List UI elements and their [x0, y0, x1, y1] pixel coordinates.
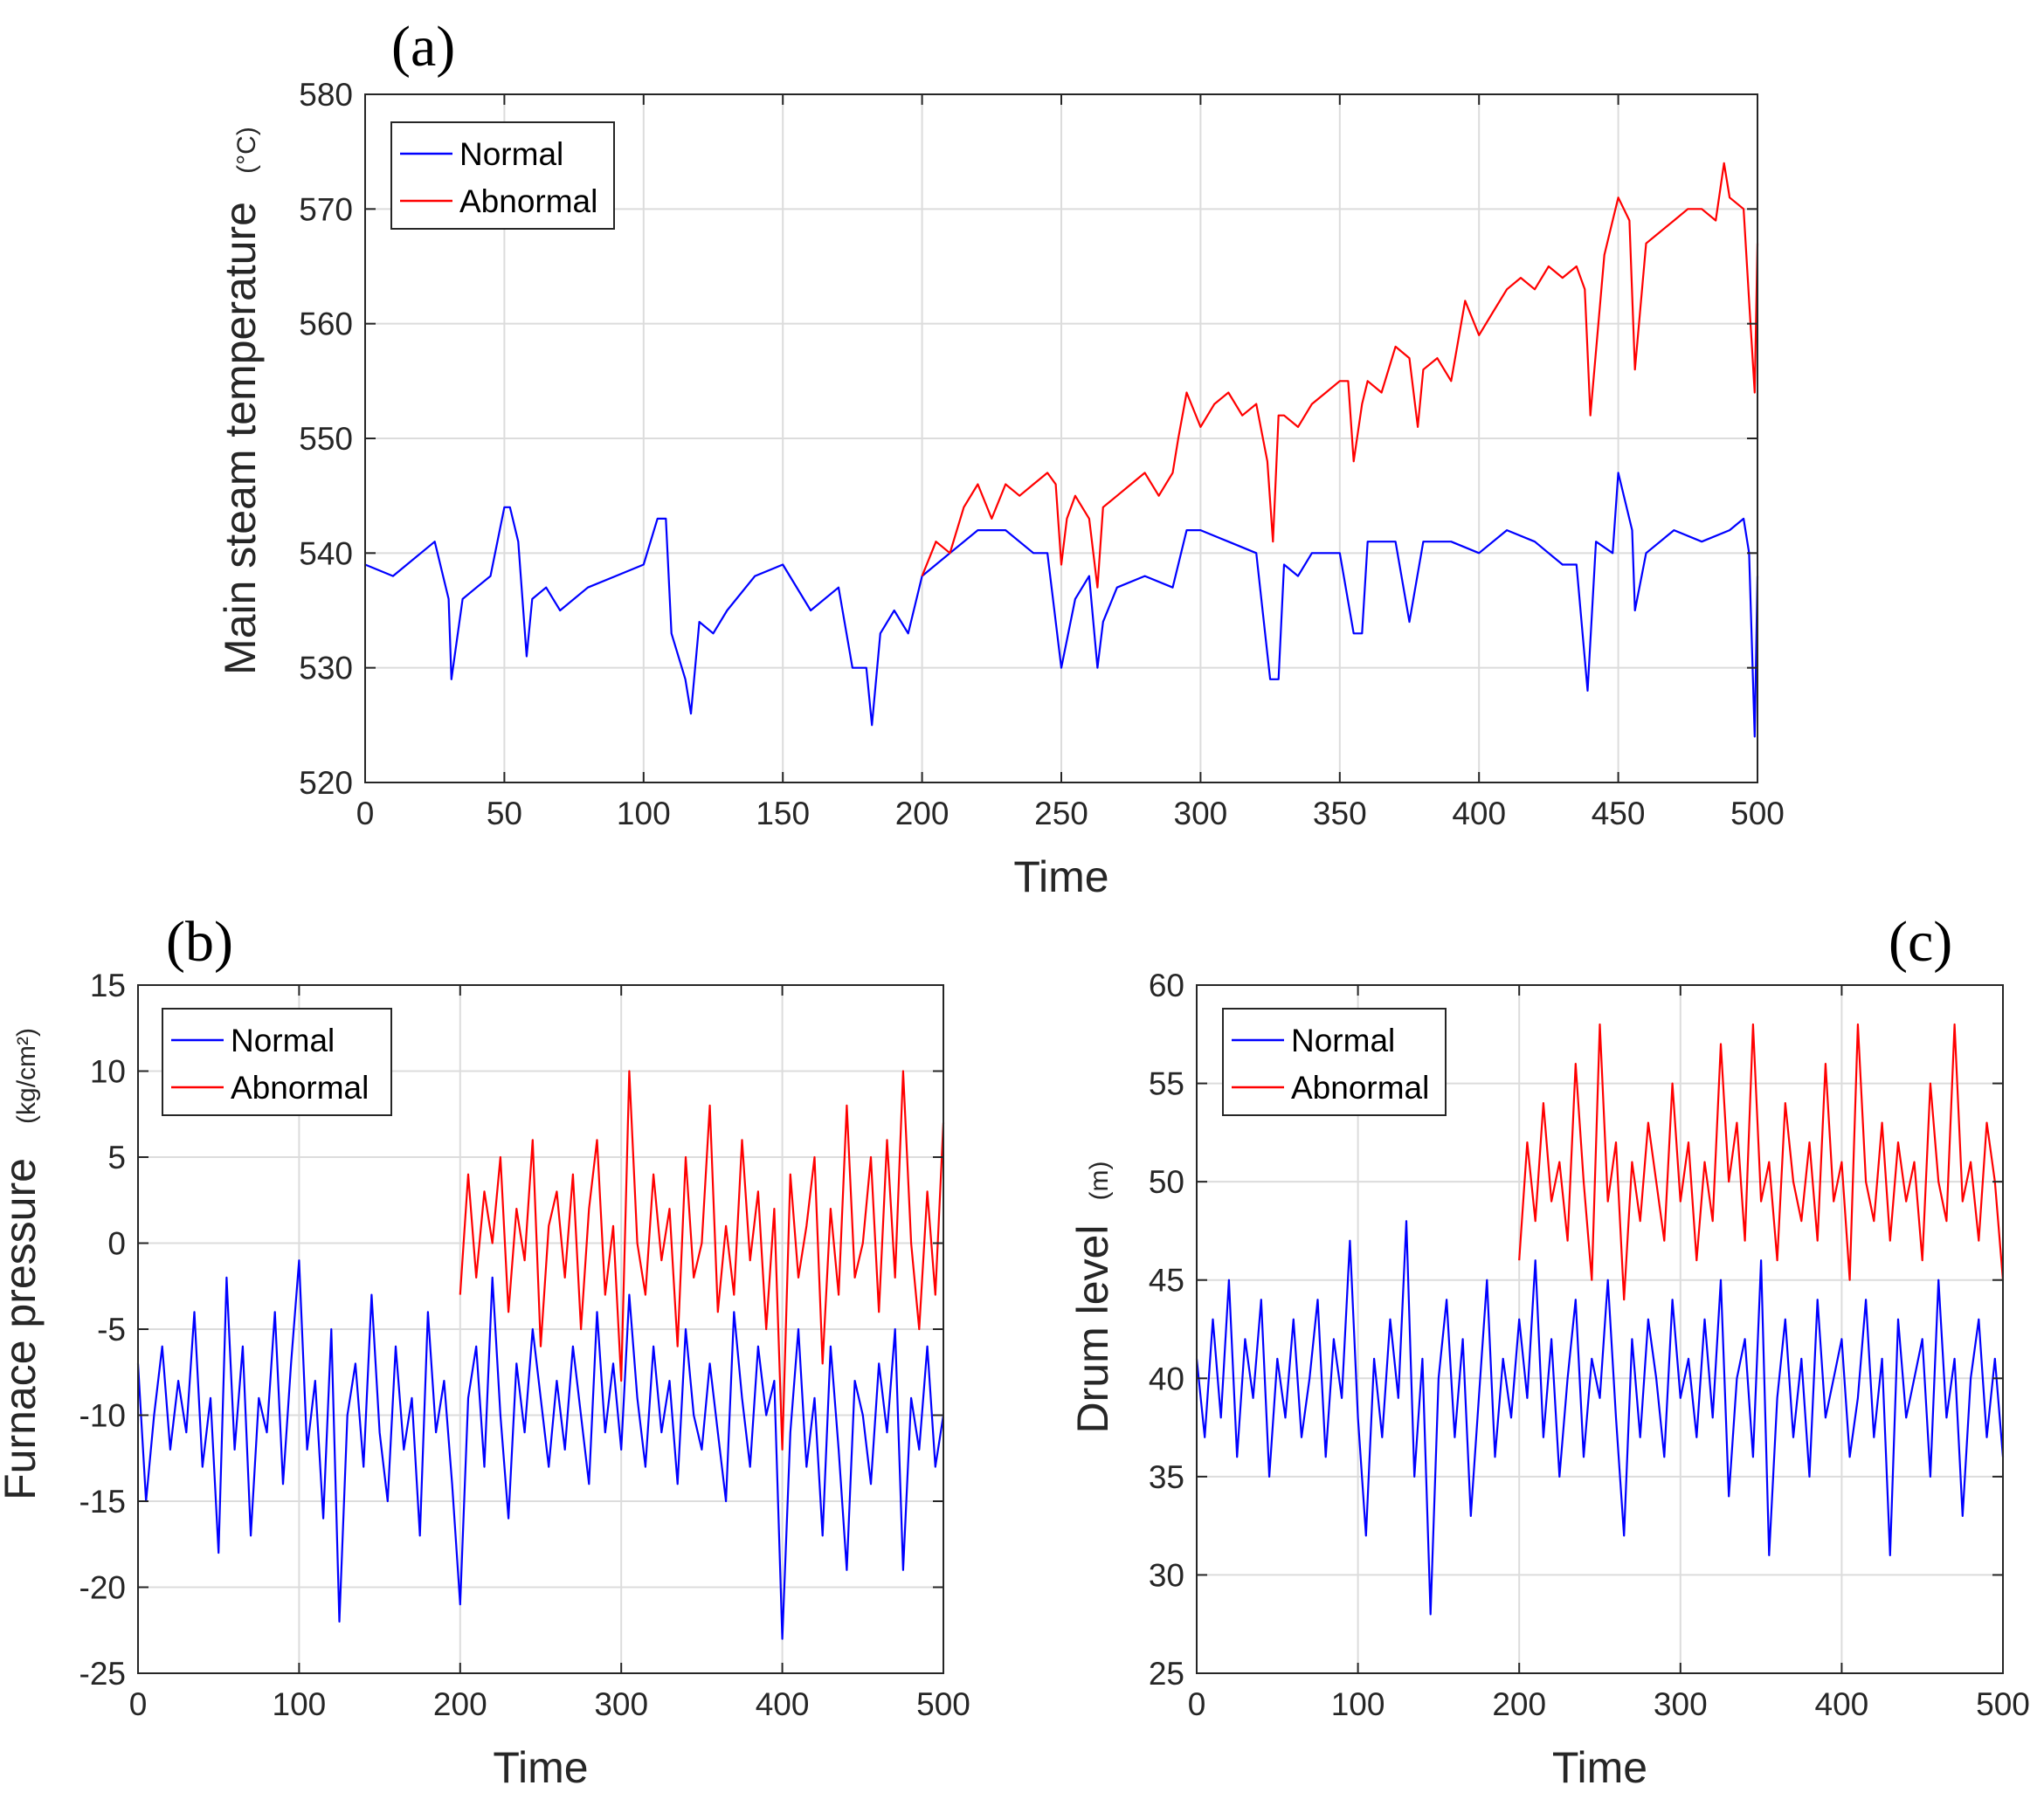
x-tick-label: 0: [1188, 1686, 1206, 1722]
legend-box: [390, 121, 615, 230]
y-tick-label: 530: [299, 651, 353, 686]
y-axis-label: Main steam temperature: [216, 202, 265, 675]
y-tick-label: 550: [299, 421, 353, 457]
series-line-normal: [136, 1259, 945, 1640]
y-tick-label: 35: [1149, 1459, 1184, 1495]
x-tick-label: 400: [756, 1686, 810, 1722]
x-tick-label: 450: [1592, 796, 1646, 831]
y-tick-label: 540: [299, 535, 353, 571]
x-tick-label: 200: [1492, 1686, 1546, 1722]
legend-label-normal: Normal: [459, 136, 563, 172]
x-tick-label: 100: [617, 796, 671, 831]
x-axis-label: Time: [1013, 852, 1108, 901]
x-tick-label: 0: [356, 796, 375, 831]
y-tick-label: -15: [79, 1484, 126, 1520]
y-tick-label: 40: [1149, 1361, 1184, 1396]
x-tick-label: 350: [1313, 796, 1367, 831]
y-axis-unit: (°C): [232, 127, 261, 174]
y-tick-label: 45: [1149, 1263, 1184, 1299]
chart-a-main-steam-temperature: 0 50 100 150 200 250 300 350 400 450 500 520 530 540 5…: [216, 15, 1785, 901]
legend-label-normal: Normal: [1291, 1023, 1395, 1058]
y-tick-label: 520: [299, 765, 353, 801]
y-tick-label: -25: [79, 1656, 126, 1692]
panel-label: (c): [1889, 910, 1952, 974]
y-axis-label: Drum level: [1068, 1225, 1117, 1434]
chart-b-furnace-pressure: 0 100 200 300 400 500 -25 -20 -15 -10 -5 0 5 10 15 Time…: [0, 910, 970, 1792]
x-tick-label: 500: [916, 1686, 970, 1722]
y-tick-label: 25: [1149, 1656, 1184, 1692]
series-line-abnormal: [459, 1070, 945, 1451]
x-tick-label: 400: [1815, 1686, 1869, 1722]
y-tick-label: -20: [79, 1570, 126, 1606]
x-tick-label: 300: [1654, 1686, 1708, 1722]
x-tick-label: 200: [433, 1686, 487, 1722]
legend-label-normal: Normal: [231, 1023, 335, 1058]
y-tick-label: 55: [1149, 1066, 1184, 1102]
y-tick-label: 50: [1149, 1164, 1184, 1200]
x-tick-label: 500: [1730, 796, 1785, 831]
legend: Normal Abnormal: [390, 121, 615, 230]
series-line-abnormal: [1518, 1023, 2005, 1301]
x-tick-label: 300: [594, 1686, 648, 1722]
legend: Normal Abnormal: [162, 1008, 392, 1116]
y-axis-label: Furnace pressure: [0, 1158, 45, 1500]
y-tick-label: 60: [1149, 968, 1184, 1003]
x-tick-label: 150: [756, 796, 810, 831]
x-axis-label: Time: [1552, 1743, 1647, 1792]
x-axis-label: Time: [493, 1743, 588, 1792]
y-tick-label: 5: [107, 1140, 126, 1175]
y-tick-label: 570: [299, 191, 353, 227]
legend-label-abnormal: Abnormal: [459, 183, 597, 219]
y-tick-label: 580: [299, 77, 353, 113]
legend-box: [1222, 1008, 1447, 1116]
y-tick-label: 30: [1149, 1557, 1184, 1593]
x-tick-label: 100: [1331, 1686, 1385, 1722]
panel-label: (a): [391, 15, 455, 79]
panel-label: (b): [166, 910, 233, 974]
y-tick-label: 560: [299, 307, 353, 342]
y-axis-unit: (m): [1085, 1161, 1114, 1201]
series-line-normal: [1195, 1220, 2005, 1616]
x-tick-label: 50: [487, 796, 522, 831]
y-tick-label: -10: [79, 1398, 126, 1434]
x-tick-label: 250: [1034, 796, 1088, 831]
legend-label-abnormal: Abnormal: [1291, 1070, 1429, 1106]
x-tick-label: 500: [1976, 1686, 2030, 1722]
series-line-abnormal: [921, 162, 1759, 589]
y-tick-label: 10: [90, 1054, 126, 1090]
legend-box: [162, 1008, 392, 1116]
x-tick-label: 200: [895, 796, 949, 831]
x-tick-label: 100: [273, 1686, 327, 1722]
legend: Normal Abnormal: [1222, 1008, 1447, 1116]
y-tick-label: 15: [90, 968, 126, 1003]
y-tick-label: -5: [97, 1312, 126, 1348]
plot-frame: [1196, 984, 2004, 1674]
y-axis-unit: (kg/cm²): [12, 1028, 41, 1124]
series-line-normal: [364, 472, 1759, 738]
x-tick-label: 400: [1452, 796, 1506, 831]
x-tick-label: 0: [129, 1686, 148, 1722]
legend-label-abnormal: Abnormal: [231, 1070, 369, 1106]
chart-c-drum-level: 0 100 200 300 400 500 25 30 35 40 45 50 55 60 Time Drum…: [1068, 910, 2030, 1792]
x-tick-label: 300: [1174, 796, 1228, 831]
y-tick-label: 0: [107, 1226, 126, 1262]
